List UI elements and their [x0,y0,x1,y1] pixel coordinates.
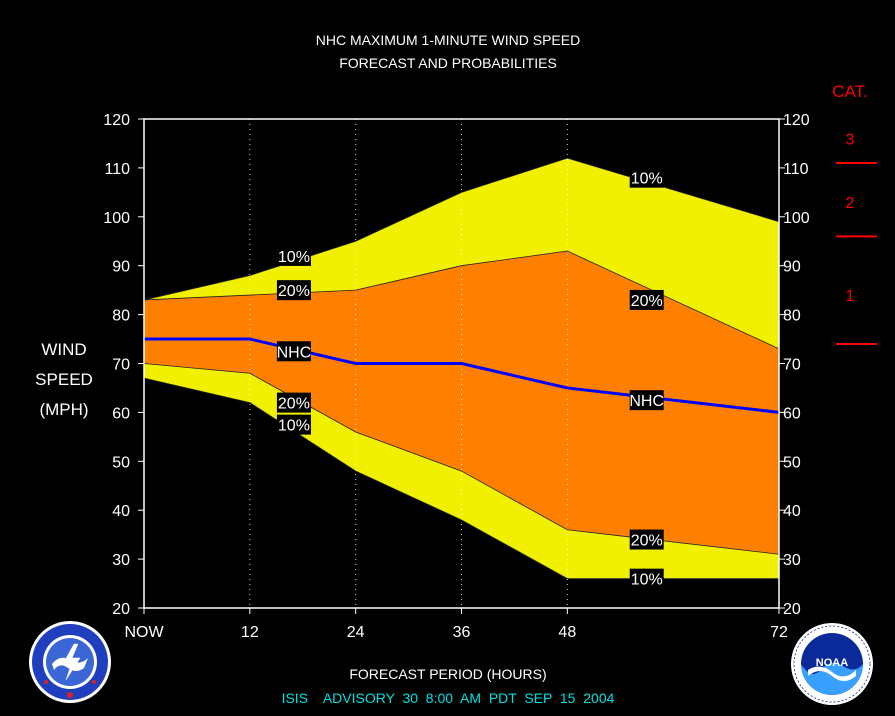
y-axis-title: WIND SPEED (MPH) [35,340,93,419]
nws-seal-icon [28,620,112,704]
series-label: 10% [631,171,663,188]
band-inner-area [144,251,779,555]
band-outer-upper-edge [143,157,780,301]
series-line-nhc [144,337,780,414]
series-label-bg [629,568,664,589]
hurricane-category-scale: CAT. 1 2 3 [832,82,877,345]
x-tick-label: 36 [453,624,471,641]
series-label-bg [629,289,664,310]
plot-labels: 10% 20% NHC 20% 10% 10% 20% NHC 20% 10% [276,167,664,589]
y-tick-label-right: 20 [783,601,801,618]
y-axis-title-line-2: SPEED [35,370,93,389]
band-inner-upper-edge [143,250,780,350]
y-tick-label-right: 30 [783,552,801,569]
series-label: 20% [278,396,310,413]
x-tick-label: 24 [347,624,365,641]
noaa-logo-text: NOAA [816,657,848,669]
x-axis: NOW 12 24 36 48 72 [124,608,788,641]
y-tick-label-left: 80 [112,308,130,325]
category-label: 2 [846,195,855,212]
series-label: NHC [277,344,312,361]
series-label-bg [276,341,311,362]
category-label: 3 [846,132,855,149]
series-label: 20% [631,533,663,550]
series-label: 20% [631,293,663,310]
plot-lines [143,157,780,580]
y-axis-title-line-3: (MPH) [39,400,88,419]
y-tick-label-right: 100 [783,210,810,227]
series-label: 10% [631,572,663,589]
category-label: 1 [846,288,855,305]
series-label-bg [629,390,664,411]
y-tick-label-right: 40 [783,503,801,520]
series-label: 10% [278,249,310,266]
y-axis-right: 20 30 40 50 60 70 80 90 100 110 120 [779,112,810,618]
noaa-seal-icon: NOAA [790,622,874,706]
series-label: NHC [629,393,664,410]
y-tick-label-left: 120 [103,112,130,129]
x-tick-label: NOW [124,624,164,641]
y-tick-label-left: 60 [112,405,130,422]
series-label-bg [276,392,311,413]
plot-bands [144,158,779,579]
category-title: CAT. [832,82,868,101]
y-axis-title-line-1: WIND [41,340,86,359]
y-tick-label-right: 60 [783,405,801,422]
band-inner-lower-edge [143,363,780,555]
y-tick-label-left: 50 [112,454,130,471]
x-tick-label: 72 [770,624,788,641]
x-tick-label: 12 [241,624,259,641]
series-label-bg [629,167,664,188]
x-tick-label: 48 [558,624,576,641]
y-tick-label-left: 100 [103,210,130,227]
y-axis-left: 20 30 40 50 60 70 80 90 100 110 120 [103,112,144,618]
y-tick-label-left: 40 [112,503,130,520]
y-tick-label-right: 70 [783,357,801,374]
chart-title: NHC MAXIMUM 1-MINUTE WIND SPEED [316,32,580,48]
x-axis-title: FORECAST PERIOD (HOURS) [349,666,546,682]
series-label-bg [276,414,311,435]
series-label: 10% [278,418,310,435]
y-tick-label-left: 110 [104,161,130,178]
y-tick-label-right: 90 [783,259,801,276]
y-tick-label-right: 120 [783,112,810,129]
advisory-text: ISIS ADVISORY 30 8:00 AM PDT SEP 15 2004 [282,690,615,706]
chart-subtitle: FORECAST AND PROBABILITIES [339,55,557,71]
y-tick-label-left: 70 [112,357,130,374]
y-tick-label-left: 20 [112,601,130,618]
y-tick-label-right: 50 [783,454,801,471]
series-label: 20% [278,283,310,300]
series-label-bg [629,529,664,550]
series-label-bg [276,245,311,266]
series-label-bg [276,280,311,301]
y-tick-label-right: 110 [783,161,809,178]
y-tick-label-right: 80 [783,308,801,325]
y-tick-label-left: 90 [112,259,130,276]
band-outer-lower-edge [143,377,779,580]
y-tick-label-left: 30 [112,552,130,569]
